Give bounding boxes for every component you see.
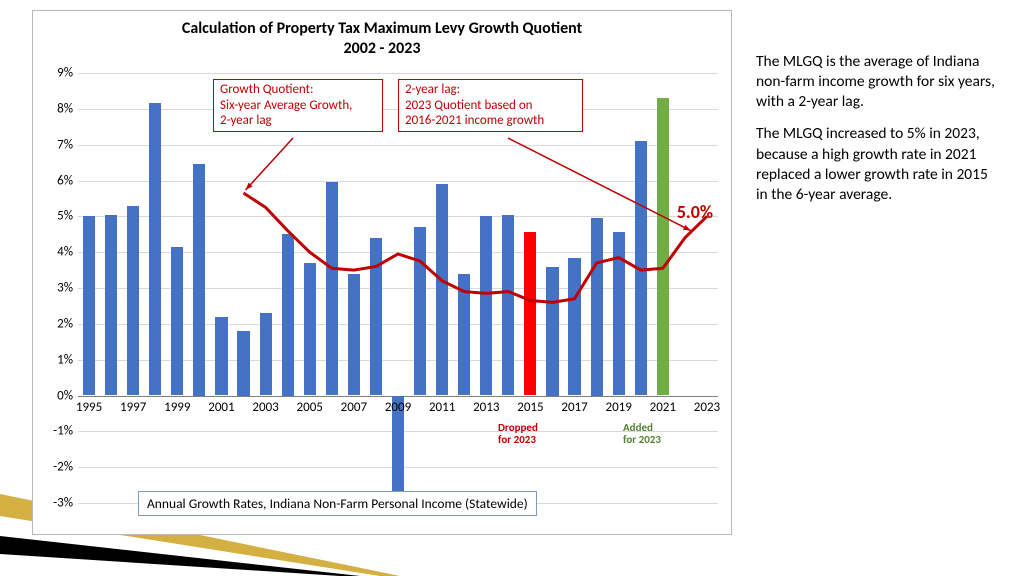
x-tick-label: 2021	[650, 400, 676, 415]
y-tick-label: 9%	[33, 66, 73, 81]
x-tick-label: 2019	[606, 400, 632, 415]
x-tick-label: 2011	[429, 400, 455, 415]
x-tick-label: 2023	[694, 400, 720, 415]
y-tick-label: -1%	[33, 424, 73, 439]
annotation-growth-quotient: Growth Quotient: Six-year Average Growth…	[213, 79, 383, 132]
y-tick-label: 7%	[33, 137, 73, 152]
y-tick-label: 8%	[33, 101, 73, 116]
x-tick-label: 2007	[341, 400, 367, 415]
y-tick-label: -3%	[33, 496, 73, 511]
end-value-label: 5.0%	[677, 201, 713, 223]
note-added: Added for 2023	[623, 422, 661, 446]
side-p1: The MLGQ is the average of Indiana non-f…	[756, 52, 996, 112]
y-tick-label: 4%	[33, 245, 73, 260]
x-tick-label: 1995	[76, 400, 102, 415]
plot-area	[78, 73, 718, 503]
x-tick-label: 2005	[297, 400, 323, 415]
chart-title-line2: 2002 - 2023	[343, 39, 420, 58]
slide: Calculation of Property Tax Maximum Levy…	[0, 0, 1024, 576]
x-tick-label: 1997	[120, 400, 146, 415]
arrows-layer	[78, 73, 718, 503]
chart-title: Calculation of Property Tax Maximum Levy…	[33, 19, 731, 59]
x-tick-label: 2009	[385, 400, 411, 415]
x-tick-label: 2015	[517, 400, 543, 415]
annotation-2year-lag: 2-year lag: 2023 Quotient based on 2016-…	[398, 79, 583, 132]
side-text: The MLGQ is the average of Indiana non-f…	[756, 52, 996, 217]
x-tick-label: 2017	[561, 400, 587, 415]
y-tick-label: 0%	[33, 388, 73, 403]
y-tick-label: 3%	[33, 281, 73, 296]
y-tick-label: 2%	[33, 316, 73, 331]
chart-frame: Calculation of Property Tax Maximum Levy…	[32, 10, 732, 535]
y-tick-label: 1%	[33, 352, 73, 367]
y-tick-label: 5%	[33, 209, 73, 224]
y-tick-label: -2%	[33, 460, 73, 475]
note-dropped: Dropped for 2023	[498, 422, 538, 446]
x-tick-label: 2001	[208, 400, 234, 415]
annotation-arrow	[246, 138, 293, 190]
annotation-arrow	[508, 138, 691, 231]
side-p2: The MLGQ increased to 5% in 2023, becaus…	[756, 124, 996, 205]
y-tick-label: 6%	[33, 173, 73, 188]
x-tick-label: 1999	[164, 400, 190, 415]
chart-title-line1: Calculation of Property Tax Maximum Levy…	[182, 19, 582, 38]
x-tick-label: 2003	[252, 400, 278, 415]
x-tick-label: 2013	[473, 400, 499, 415]
chart-footer: Annual Growth Rates, Indiana Non-Farm Pe…	[138, 491, 537, 516]
